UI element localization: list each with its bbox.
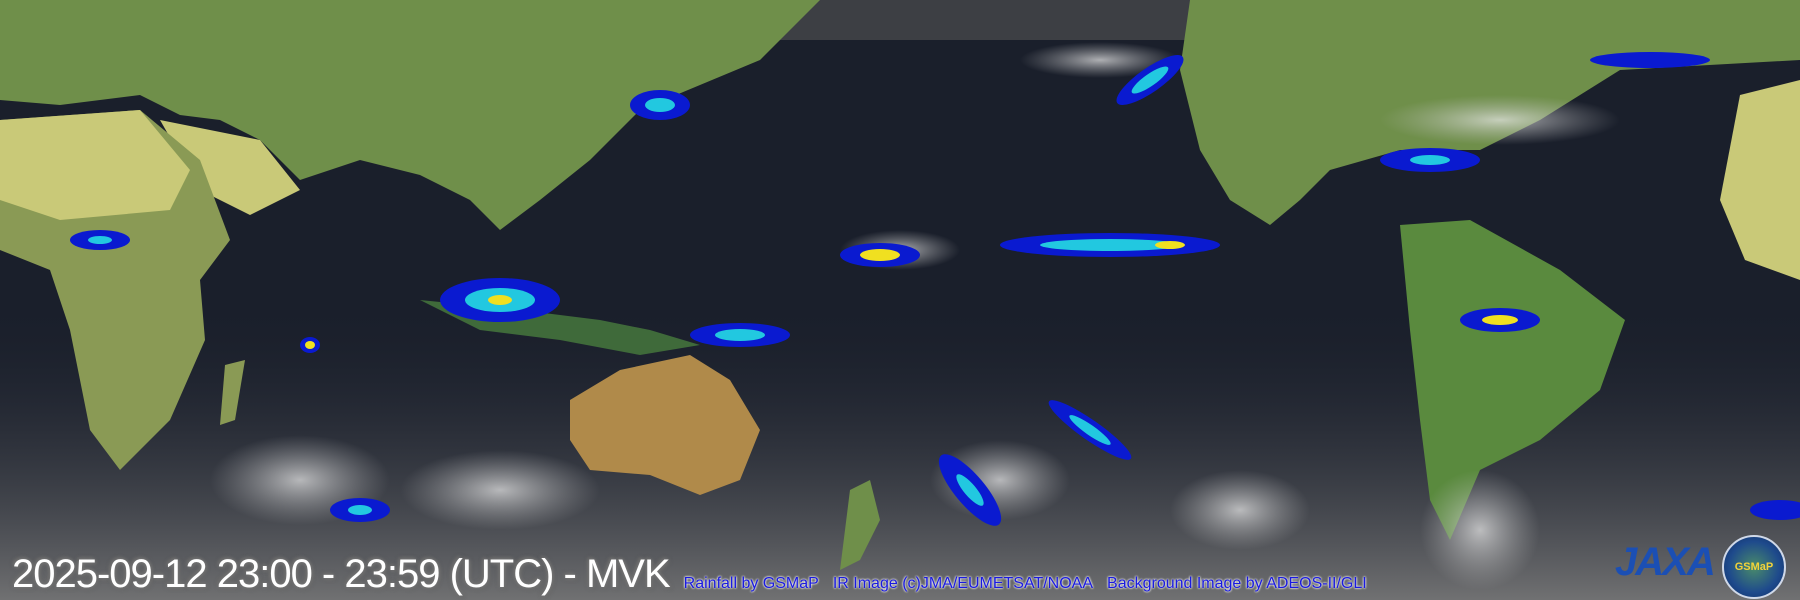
jaxa-logo: JAXA (1615, 540, 1716, 584)
land-west-africa (1720, 80, 1800, 280)
rainfall-credit: Rainfall by GSMaP (683, 575, 819, 592)
land-sahara (0, 110, 190, 220)
land-middle-east (160, 120, 300, 215)
ir-image-credit: IR Image (c)JMA/EUMETSAT/NOAA (832, 575, 1094, 592)
land-madagascar (220, 360, 245, 425)
timestamp-label: 2025-09-12 23:00 - 23:59 (UTC) - MVK (12, 552, 671, 596)
rainfall-cells (70, 52, 1800, 526)
land-south-america (1400, 220, 1625, 540)
gsmap-logo-text: GSMaP (1734, 561, 1774, 573)
background-image-credit: Background Image by ADEOS-II/GLI (1107, 575, 1367, 592)
land-australia (570, 355, 760, 495)
land-new-zealand (840, 480, 880, 570)
gsmap-logo: GSMaP (1722, 535, 1786, 599)
caption-bar: 2025-09-12 23:00 - 23:59 (UTC) - MVK Rai… (12, 552, 1602, 596)
land-eurasia (0, 0, 820, 230)
